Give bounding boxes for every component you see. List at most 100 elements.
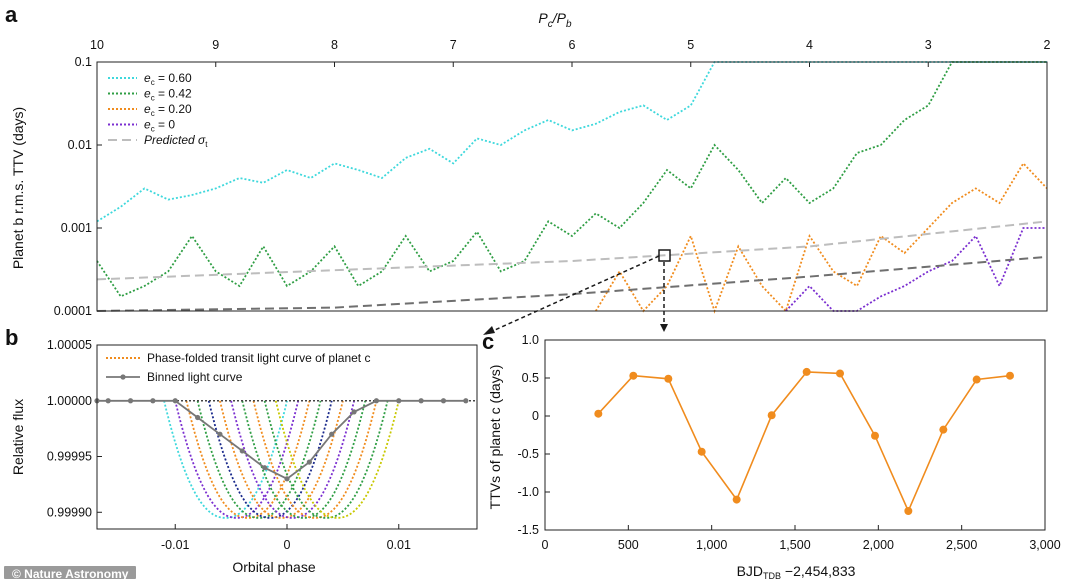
panel-c-ttv-point bbox=[732, 495, 741, 504]
panel-a-x-tick-label: 10 bbox=[90, 38, 104, 52]
panel-c-x-axis-label: BJDTDB −2,454,833 bbox=[737, 563, 856, 579]
panel-c-ttv-point bbox=[871, 431, 879, 440]
panel-a-series-5 bbox=[96, 255, 1048, 312]
panel-b-letter: b bbox=[5, 325, 18, 350]
panel-a-series-3 bbox=[785, 227, 1047, 312]
panel-b-binned-line bbox=[97, 399, 466, 480]
panel-a-frame bbox=[96, 61, 1048, 312]
panel-b-y-tick-label: 1.00000 bbox=[47, 394, 92, 408]
panel-a-series-1 bbox=[96, 61, 1047, 298]
panel-a-x-tick-label: 6 bbox=[569, 38, 576, 52]
panel-a-y-tick-label: 0.1 bbox=[75, 55, 92, 69]
panel-b-x-tick-label: 0 bbox=[284, 538, 291, 552]
panel-b-binned-point bbox=[172, 398, 178, 404]
panel-b-folded-curve bbox=[163, 400, 288, 519]
panel-b-legend-marker bbox=[120, 374, 126, 380]
panel-b-binned-point bbox=[284, 476, 290, 482]
panel-b-folded-curve bbox=[263, 400, 389, 519]
panel-c-x-tick-label: 500 bbox=[618, 538, 639, 552]
panel-b-binned-point bbox=[396, 398, 402, 404]
panel-c-x-tick-label: 0 bbox=[542, 538, 549, 552]
panel-b-binned-point bbox=[463, 398, 469, 404]
panel-c-y-tick-label: 1.0 bbox=[522, 333, 539, 347]
panel-a-x-tick-label: 3 bbox=[925, 38, 932, 52]
panel-c-ttv-point bbox=[802, 367, 811, 376]
panel-a-x-tick-label: 9 bbox=[212, 38, 219, 52]
panel-b-x-tick-label: -0.01 bbox=[161, 538, 190, 552]
panel-b-folded-curve bbox=[174, 400, 300, 519]
panel-b-folded-curve bbox=[241, 400, 367, 519]
panel-c-x-tick-label: 1,000 bbox=[696, 538, 727, 552]
panel-a-series-4 bbox=[96, 220, 1048, 281]
panel-a-x-tick-label: 4 bbox=[806, 38, 813, 52]
panel-b-binned-point bbox=[105, 398, 111, 404]
panel-b-binned-point bbox=[306, 459, 312, 465]
panel-c-ttv-point bbox=[1006, 371, 1014, 380]
panel-c-ttv-point bbox=[664, 374, 673, 383]
panel-c-ttv-point bbox=[767, 411, 776, 420]
panel-c-ttv-line bbox=[597, 371, 1011, 513]
panel-b-y-tick-label: 1.00005 bbox=[47, 338, 92, 352]
panel-a-x-tick-label: 5 bbox=[687, 38, 694, 52]
panel-a-x-tick-label: 7 bbox=[450, 38, 457, 52]
panel-c-ttv-point bbox=[629, 371, 638, 380]
panel-b-legend-entry: Phase-folded transit light curve of plan… bbox=[147, 351, 370, 365]
panel-c-ttv-point bbox=[904, 507, 913, 515]
panel-b-binned-point bbox=[194, 414, 201, 421]
panel-a-y-axis-label: Planet b r.m.s. TTV (days) bbox=[10, 107, 26, 269]
panel-a-chart: Pc/Pb Planet b r.m.s. TTV (days) 10 9 8 7 6 5… bbox=[10, 10, 1051, 335]
panel-b-folded-curve bbox=[207, 400, 333, 519]
panel-c-letter: c bbox=[482, 329, 494, 354]
panel-a-legend-entry: ec = 0 bbox=[144, 118, 175, 134]
panel-a-legend-entry: ec = 0.42 bbox=[144, 87, 192, 103]
panel-c-y-tick-label: 0 bbox=[532, 409, 539, 423]
panel-b-folded-curve bbox=[219, 400, 344, 519]
panel-a-y-tick-label: 0.001 bbox=[61, 221, 92, 235]
panel-c-ttv-point bbox=[972, 375, 981, 384]
panel-a-x-tick-label: 8 bbox=[331, 38, 338, 52]
panel-c-x-tick-label: 2,500 bbox=[946, 538, 977, 552]
publisher-credit: © Nature Astronomy bbox=[4, 566, 137, 579]
panel-a-series-2 bbox=[595, 161, 1048, 314]
panel-b-folded-curve bbox=[185, 400, 311, 519]
panel-b-y-tick-label: 0.99990 bbox=[47, 505, 92, 519]
panel-c-chart: TTVs of planet c (days) BJDTDB −2,454,83… bbox=[487, 333, 1061, 579]
panel-b-binned-point bbox=[418, 398, 424, 404]
zoom-arrowhead-b bbox=[483, 326, 495, 335]
panel-a-legend-entry: ec = 0.60 bbox=[144, 71, 192, 87]
panel-c-y-tick-label: -0.5 bbox=[517, 447, 539, 461]
panel-b-legend-entry: Binned light curve bbox=[147, 370, 243, 384]
panel-a-series-0 bbox=[96, 61, 1047, 223]
panel-b-folded-curve bbox=[252, 400, 378, 519]
panel-c-y-axis-label: TTVs of planet c (days) bbox=[487, 365, 503, 510]
panel-b-chart: Relative flux Orbital phase -0.01 0 0.01 1.… bbox=[10, 338, 478, 575]
panel-b-x-tick-label: 0.01 bbox=[387, 538, 411, 552]
panel-b-folded-curve bbox=[274, 400, 400, 519]
panel-c-ttv-point bbox=[594, 409, 603, 418]
zoom-connector-to-b bbox=[485, 255, 660, 335]
panel-c-x-tick-label: 3,000 bbox=[1029, 538, 1060, 552]
panel-c-y-tick-label: -1.0 bbox=[517, 485, 539, 499]
panel-b-binned-point bbox=[440, 398, 447, 404]
panel-b-y-tick-label: 0.99995 bbox=[47, 450, 92, 464]
panel-b-x-axis-label: Orbital phase bbox=[232, 559, 315, 575]
panel-a-y-tick-label: 0.0001 bbox=[54, 304, 92, 318]
panel-a-legend-entry: Predicted σt bbox=[144, 133, 208, 149]
panel-c-x-tick-label: 1,500 bbox=[779, 538, 810, 552]
panel-b-binned-point bbox=[373, 398, 380, 404]
panel-c-y-tick-label: -1.5 bbox=[517, 523, 539, 537]
zoom-marker bbox=[658, 249, 671, 262]
panel-b-binned-point bbox=[262, 465, 268, 471]
panel-c-ttv-point bbox=[939, 425, 948, 434]
panel-c-ttv-point bbox=[836, 369, 844, 378]
panel-c-y-tick-label: 0.5 bbox=[522, 371, 539, 385]
panel-b-binned-point bbox=[329, 431, 335, 437]
panel-b-binned-point bbox=[150, 398, 156, 404]
panel-a-y-tick-label: 0.01 bbox=[68, 138, 92, 152]
panel-c-frame bbox=[544, 339, 1046, 531]
panel-b-binned-point bbox=[351, 409, 357, 415]
panel-a-legend-entry: ec = 0.20 bbox=[144, 102, 192, 118]
panel-b-folded-curve bbox=[230, 400, 355, 519]
panel-c-ttv-point bbox=[697, 447, 706, 456]
